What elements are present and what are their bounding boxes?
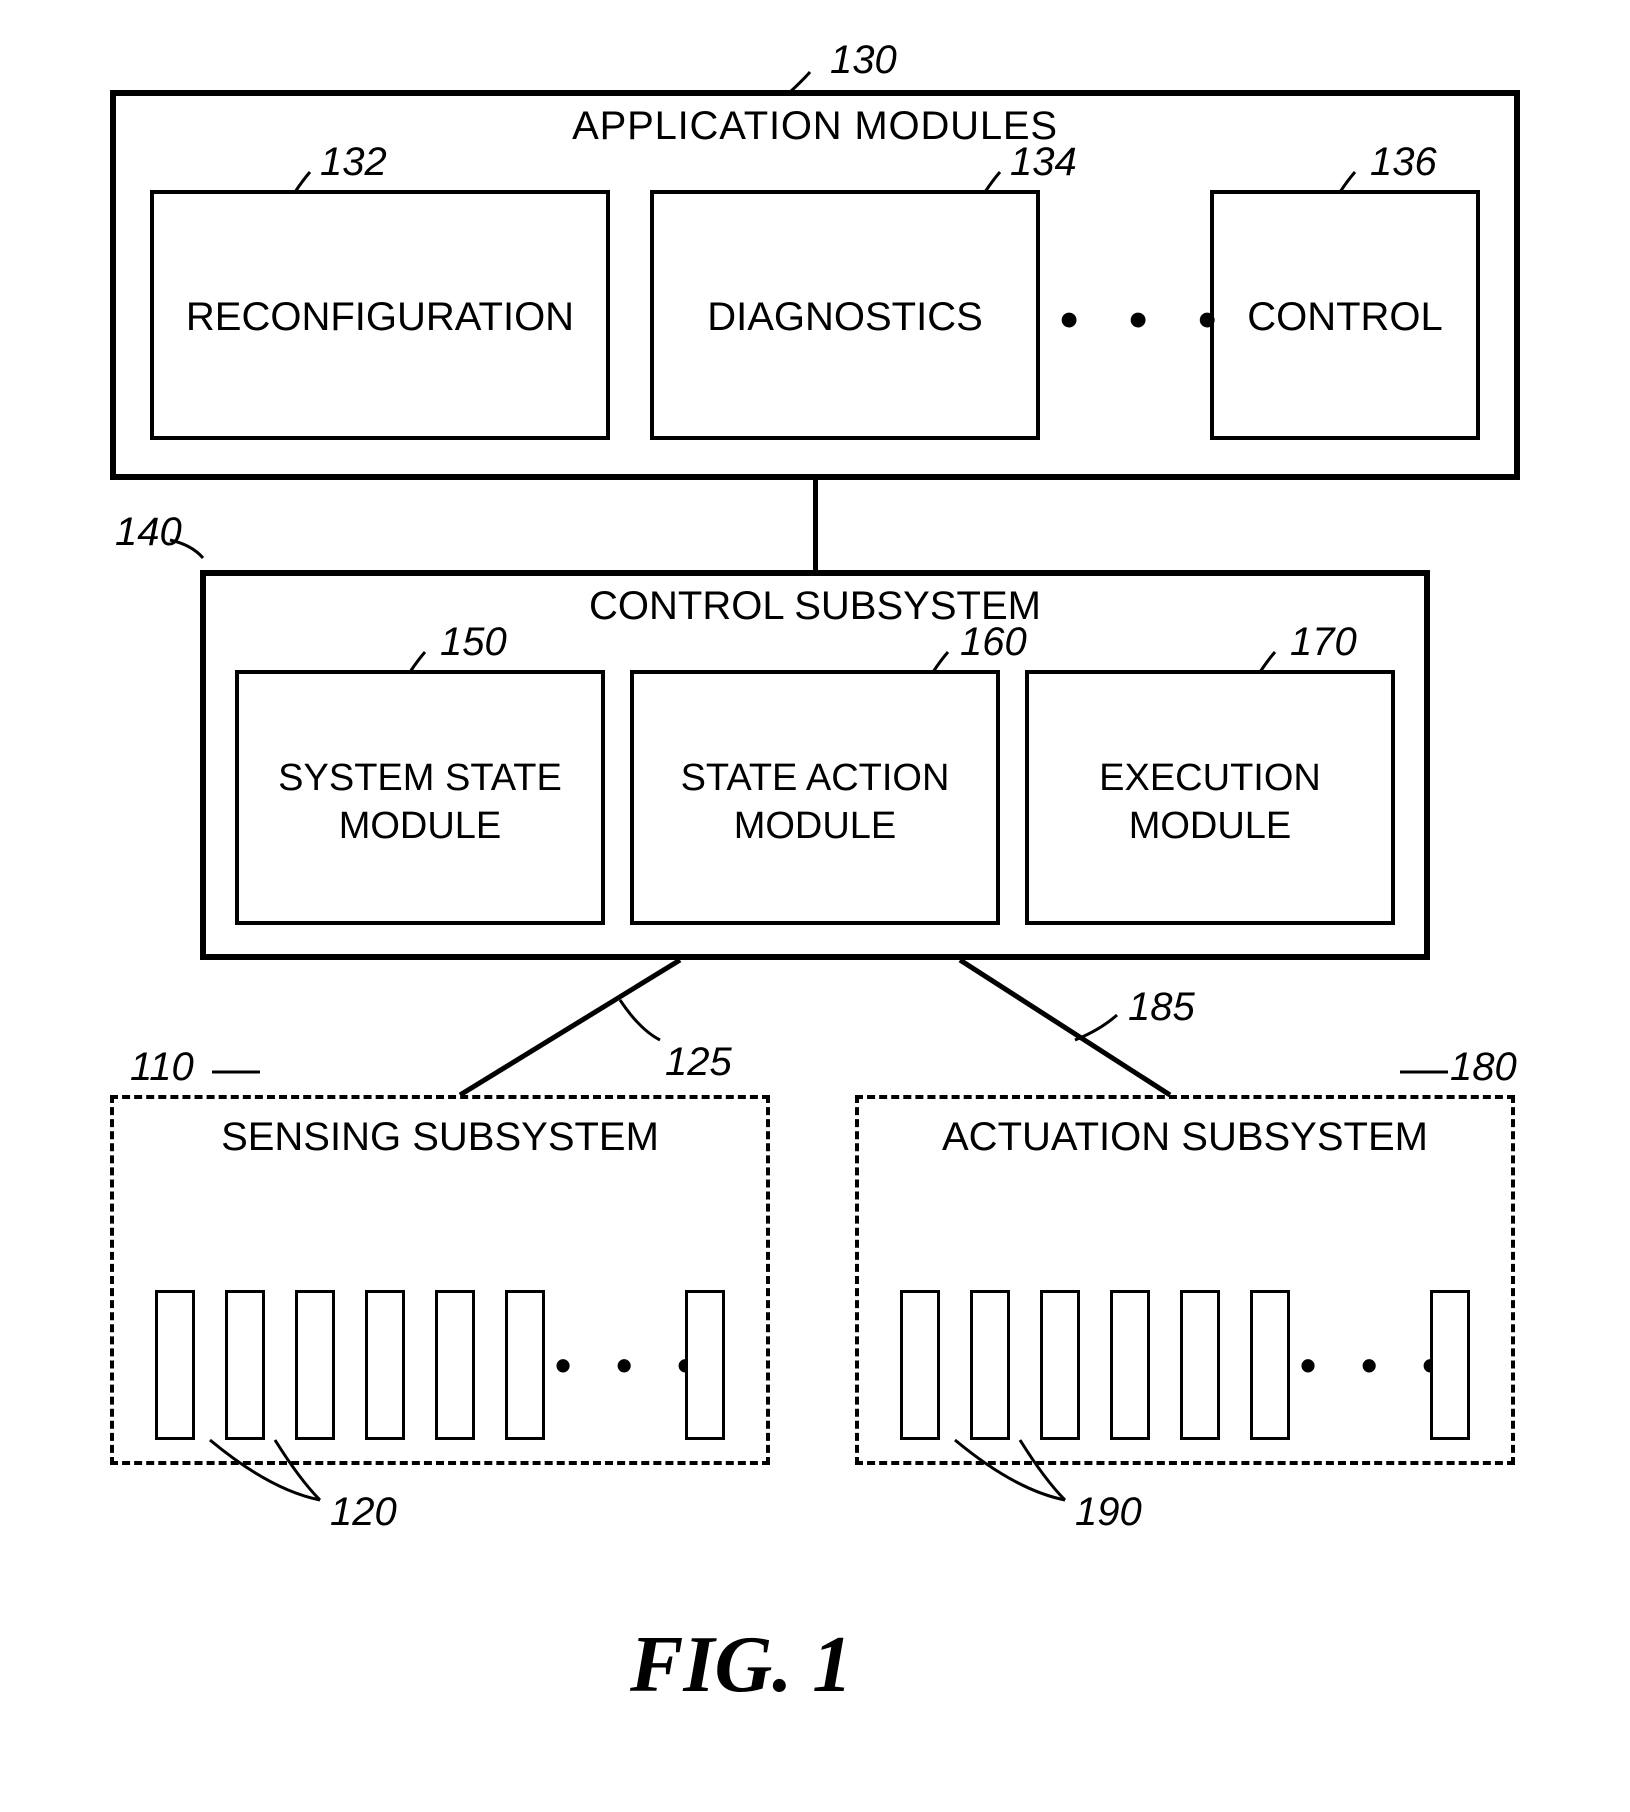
ref-ticks-svg: [0, 0, 1630, 1812]
ref-120: 120: [330, 1490, 397, 1535]
ref-190: 190: [1075, 1490, 1142, 1535]
ref-180: 180: [1450, 1045, 1517, 1090]
ref-110: 110: [130, 1045, 194, 1090]
diagram-stage: APPLICATION MODULES RECONFIGURATION DIAG…: [0, 0, 1630, 1812]
ref-136: 136: [1370, 140, 1437, 185]
ref-130: 130: [830, 38, 897, 83]
ref-150: 150: [440, 620, 507, 665]
ref-185: 185: [1128, 985, 1195, 1030]
ref-125: 125: [665, 1040, 732, 1085]
ref-160: 160: [960, 620, 1027, 665]
ref-134: 134: [1010, 140, 1077, 185]
ref-140: 140: [115, 510, 182, 555]
figure-title: FIG. 1: [630, 1620, 852, 1711]
ref-132: 132: [320, 140, 387, 185]
ref-170: 170: [1290, 620, 1357, 665]
